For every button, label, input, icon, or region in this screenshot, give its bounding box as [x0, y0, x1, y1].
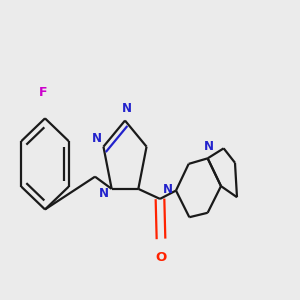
Text: O: O — [155, 251, 167, 264]
Text: N: N — [92, 132, 102, 145]
Text: F: F — [39, 86, 48, 99]
Text: N: N — [122, 102, 132, 115]
Text: N: N — [204, 140, 214, 153]
Text: N: N — [163, 183, 173, 196]
Text: N: N — [99, 187, 109, 200]
